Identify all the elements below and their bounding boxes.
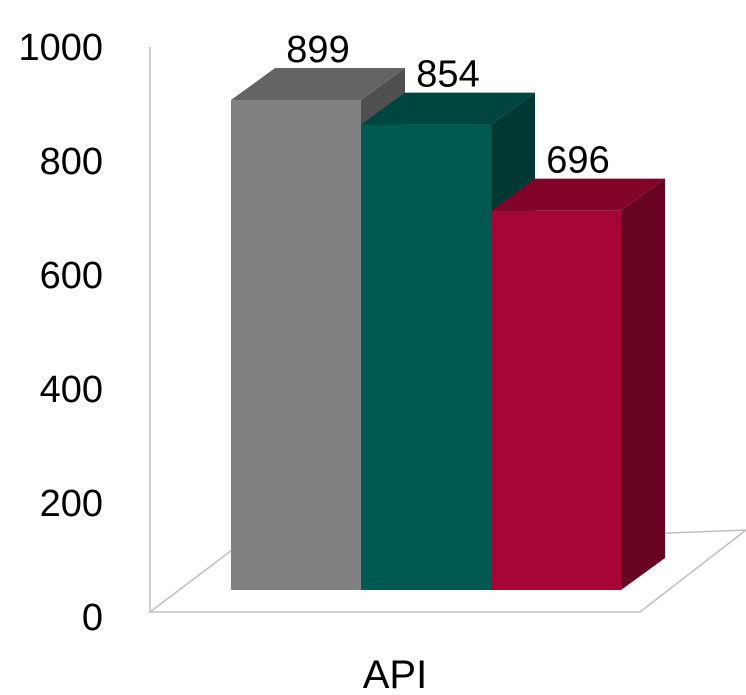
bar-front [361,124,491,590]
data-label: 696 [546,140,609,182]
category-label: API [363,653,427,695]
y-tick-label: 600 [40,255,103,297]
chart-floor [147,529,746,613]
bars [231,68,665,591]
y-tick-label: 1000 [18,27,103,69]
bar [491,178,665,590]
bar-front [231,100,361,591]
y-tick-label: 0 [82,597,103,639]
y-tick-label: 200 [40,483,103,525]
data-label: 899 [286,29,349,71]
bar-front [491,210,621,590]
chart-frame [147,47,746,613]
data-labels: 899 854 696 [286,29,609,182]
bar-top [231,68,405,101]
bar-side [621,178,665,590]
data-label: 854 [416,54,479,96]
y-axis: 0 200 400 600 800 1000 [18,27,103,639]
y-tick-label: 800 [40,141,103,183]
bar-top [491,178,665,211]
bar-top [361,92,535,125]
y-tick-label: 400 [40,369,103,411]
